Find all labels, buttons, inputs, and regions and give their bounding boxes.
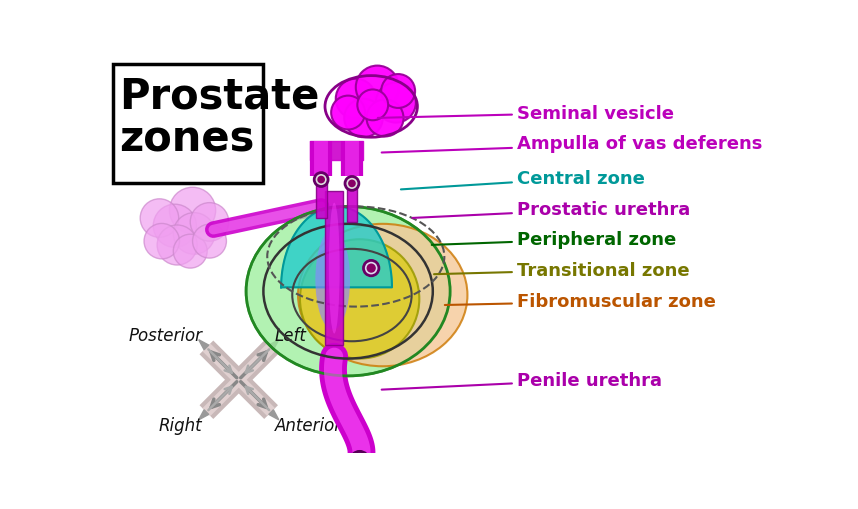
Text: Prostatic urethra: Prostatic urethra xyxy=(413,201,691,218)
Text: Transitional zone: Transitional zone xyxy=(434,261,690,279)
Polygon shape xyxy=(269,340,279,350)
Circle shape xyxy=(331,96,365,130)
Ellipse shape xyxy=(316,230,350,330)
Text: Central zone: Central zone xyxy=(401,169,645,190)
Circle shape xyxy=(381,75,415,109)
Circle shape xyxy=(192,225,227,259)
Circle shape xyxy=(335,79,376,120)
Circle shape xyxy=(376,83,416,123)
Text: Fibromuscular zone: Fibromuscular zone xyxy=(444,293,716,310)
Ellipse shape xyxy=(300,240,420,359)
Circle shape xyxy=(345,177,359,191)
Bar xyxy=(113,65,263,184)
Polygon shape xyxy=(199,410,208,420)
Circle shape xyxy=(350,451,369,470)
Ellipse shape xyxy=(298,224,468,366)
Polygon shape xyxy=(325,192,343,346)
Text: Seminal vesicle: Seminal vesicle xyxy=(378,104,674,122)
Circle shape xyxy=(357,90,388,121)
Text: Ampulla of vas deferens: Ampulla of vas deferens xyxy=(382,135,763,153)
Circle shape xyxy=(173,235,207,269)
Circle shape xyxy=(314,173,328,187)
Circle shape xyxy=(354,456,365,466)
Text: Right: Right xyxy=(159,416,202,434)
Circle shape xyxy=(157,225,197,266)
Polygon shape xyxy=(269,410,279,420)
Text: Anterior: Anterior xyxy=(275,416,342,434)
Polygon shape xyxy=(199,340,208,350)
Polygon shape xyxy=(281,207,392,288)
Circle shape xyxy=(344,99,383,138)
Circle shape xyxy=(366,264,376,273)
Circle shape xyxy=(173,213,214,254)
Text: Peripheral zone: Peripheral zone xyxy=(432,231,677,248)
Ellipse shape xyxy=(329,203,340,334)
Text: Penile urethra: Penile urethra xyxy=(382,371,662,390)
Circle shape xyxy=(356,67,399,109)
Circle shape xyxy=(140,200,178,238)
Circle shape xyxy=(144,224,179,260)
Circle shape xyxy=(317,176,325,184)
Circle shape xyxy=(366,100,403,137)
Bar xyxy=(347,184,357,222)
Circle shape xyxy=(348,180,356,188)
Circle shape xyxy=(154,205,196,248)
Bar xyxy=(316,180,327,219)
Ellipse shape xyxy=(246,207,450,376)
Circle shape xyxy=(190,203,229,242)
Circle shape xyxy=(170,188,215,234)
Text: Prostate
zones: Prostate zones xyxy=(119,75,320,160)
Text: Posterior: Posterior xyxy=(129,326,202,344)
Text: Left: Left xyxy=(275,326,307,344)
Circle shape xyxy=(364,261,379,276)
